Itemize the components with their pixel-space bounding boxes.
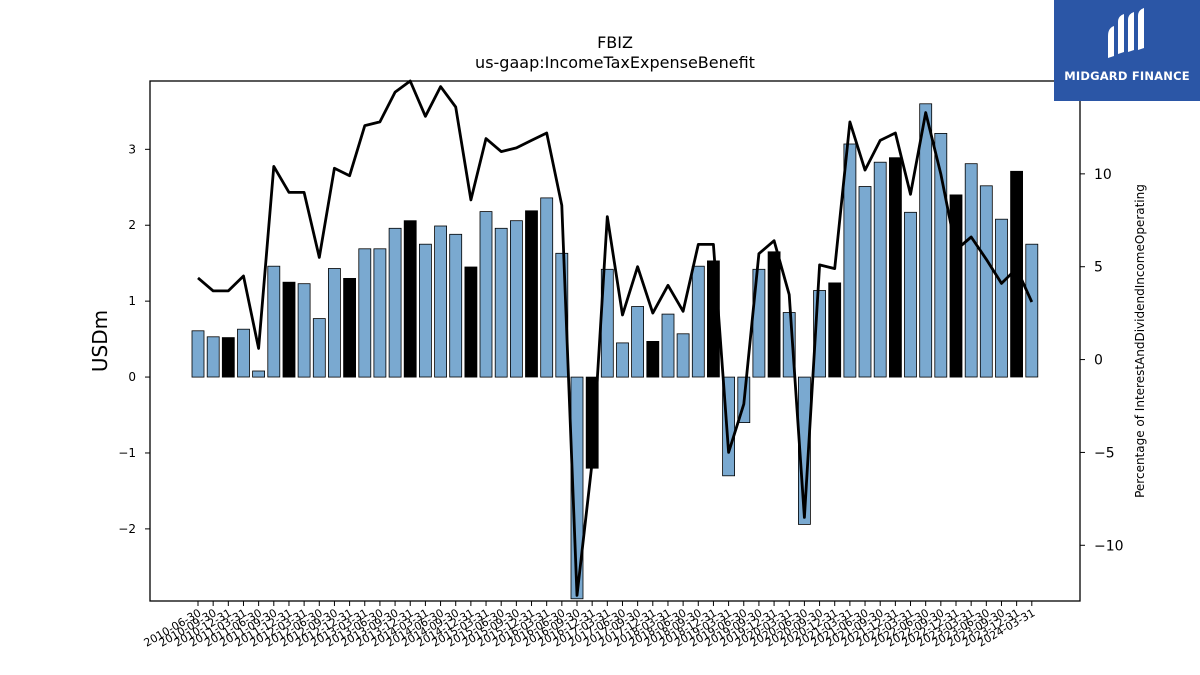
y-axis-label: USDm <box>88 310 112 372</box>
y-tick-label: −2 <box>118 522 136 536</box>
brand-name: MIDGARD FINANCE <box>1064 69 1190 83</box>
y2-tick-label: 10 <box>1094 167 1112 183</box>
bar <box>904 211 917 378</box>
chart-subtitle: us-gaap:IncomeTaxExpenseBenefit <box>475 53 755 72</box>
bar <box>889 157 902 378</box>
bar <box>267 265 281 378</box>
percentage-line <box>197 79 1034 597</box>
y2-axis-label: Percentage of InterestAndDividendIncomeO… <box>1133 184 1147 498</box>
bar <box>237 328 250 378</box>
bar-series <box>191 103 1039 600</box>
bar <box>828 282 842 378</box>
bar <box>964 163 978 378</box>
bar <box>418 243 432 378</box>
bar <box>343 277 357 378</box>
bar <box>449 233 463 378</box>
bar <box>919 103 933 378</box>
bar <box>631 306 644 378</box>
bar <box>221 337 235 378</box>
brand-logo: MIDGARD FINANCE <box>1054 0 1200 101</box>
bar <box>388 227 402 378</box>
y2-tick-label: −10 <box>1094 538 1124 554</box>
bar <box>373 248 387 378</box>
bar <box>494 227 508 378</box>
bar <box>509 220 523 378</box>
bar <box>327 268 341 378</box>
bar <box>540 197 554 378</box>
bar <box>995 218 1008 378</box>
logo-icon <box>1108 8 1144 58</box>
bar <box>676 333 690 378</box>
right-axis-ticks: −10−5051015 <box>1080 74 1124 554</box>
y2-tick-label: 5 <box>1094 260 1103 276</box>
bar <box>767 251 781 378</box>
bar <box>616 342 629 378</box>
y2-tick-label: 0 <box>1094 353 1103 369</box>
plot-frame <box>149 80 1081 602</box>
chart-title: FBIZ <box>597 33 633 52</box>
bar <box>358 248 372 378</box>
y-tick-label: 1 <box>128 294 136 308</box>
y2-tick-label: −5 <box>1094 445 1115 461</box>
bar <box>403 220 417 378</box>
bar <box>464 266 478 378</box>
bar <box>252 370 266 378</box>
bar <box>1025 243 1039 378</box>
bar <box>691 265 705 378</box>
bar <box>312 318 326 378</box>
bar <box>434 225 448 378</box>
bar <box>858 186 872 378</box>
x-axis-ticks: 2010-06-302010-09-302010-12-312011-03-31… <box>142 601 1037 650</box>
bar <box>661 313 675 378</box>
bar <box>843 143 857 378</box>
y-tick-label: 2 <box>128 218 136 232</box>
bar <box>297 283 311 378</box>
bar <box>646 340 660 378</box>
bar <box>206 336 220 378</box>
y-tick-label: 3 <box>128 142 136 156</box>
y-tick-label: 0 <box>128 370 136 384</box>
bar <box>282 281 296 378</box>
left-axis-ticks: −2 −1 0 1 2 3 <box>118 142 150 536</box>
bar <box>525 210 538 378</box>
bar <box>979 185 993 378</box>
bar <box>479 211 493 378</box>
bar <box>873 161 887 378</box>
y-tick-label: −1 <box>118 446 136 460</box>
bar <box>191 330 205 378</box>
